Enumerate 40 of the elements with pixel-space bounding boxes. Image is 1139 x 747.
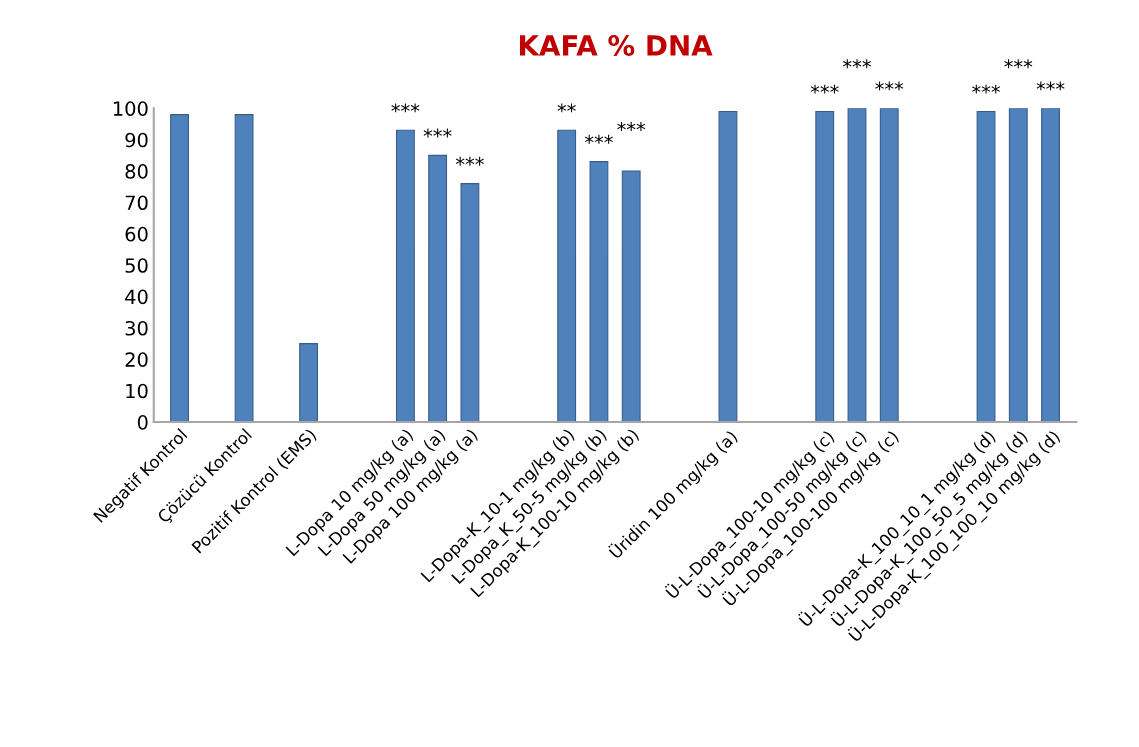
annotation: *** (972, 84, 1001, 94)
annotation: *** (584, 134, 613, 144)
bar (557, 129, 577, 423)
bar (589, 161, 609, 423)
chart-title: KAFA % DNA (519, 34, 713, 56)
bar (428, 154, 448, 423)
annotation: *** (1036, 81, 1065, 91)
bar (847, 108, 867, 423)
y-tick-label: 70 (125, 195, 148, 211)
annotation: *** (1004, 59, 1033, 69)
annotation: *** (617, 122, 646, 131)
bar (718, 110, 738, 423)
y-tick-label: 90 (125, 132, 148, 148)
bar (621, 170, 641, 423)
y-tick-label: 100 (113, 101, 148, 116)
annotation: ** (557, 103, 576, 113)
bar (234, 114, 254, 423)
bar (976, 110, 996, 423)
y-tick-label: 80 (125, 164, 148, 179)
annotation: *** (810, 84, 839, 94)
y-tick-label: 30 (125, 320, 148, 336)
y-tick-label: 10 (126, 383, 148, 399)
bar (1008, 108, 1028, 423)
y-tick-label: 50 (125, 258, 148, 273)
bar (460, 183, 480, 423)
annotation: *** (875, 81, 904, 91)
bar (170, 114, 189, 423)
y-tick-label: 20 (125, 352, 148, 367)
annotation: *** (842, 59, 871, 69)
y-tick-label: 40 (125, 289, 148, 305)
bar (299, 343, 319, 423)
bar (815, 110, 835, 423)
bar (879, 108, 899, 423)
annotation: *** (391, 103, 420, 113)
bar (395, 129, 415, 423)
annotation: *** (423, 128, 452, 138)
y-tick-label: 60 (125, 226, 148, 242)
bar (1041, 108, 1060, 423)
annotation: *** (455, 156, 484, 166)
y-tick-label: 0 (137, 415, 148, 430)
